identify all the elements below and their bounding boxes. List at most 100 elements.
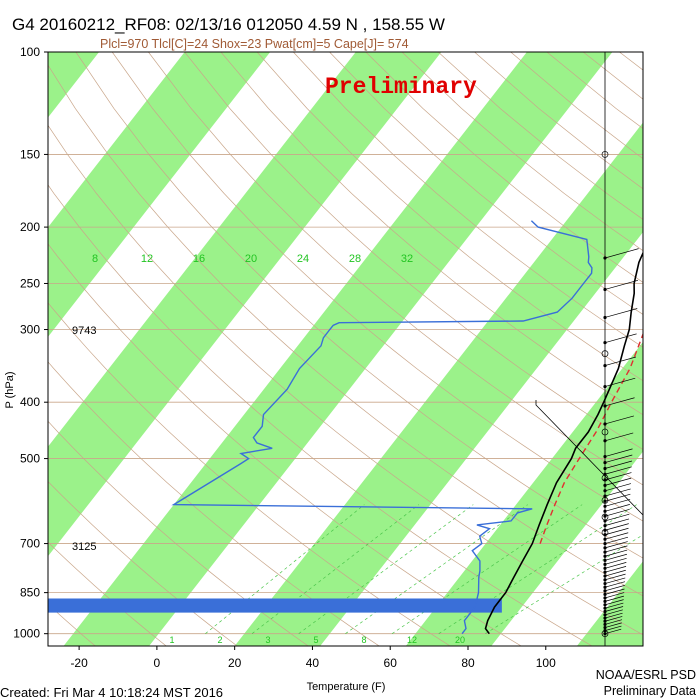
x-axis-label: Temperature (F) xyxy=(307,681,386,693)
wind-barb xyxy=(604,518,630,526)
x-tick-label: 40 xyxy=(306,656,320,670)
height-label: 3125 xyxy=(72,541,96,553)
wind-barb xyxy=(604,532,629,540)
wind-barb xyxy=(604,577,626,584)
wind-barb xyxy=(604,619,623,625)
wind-barb xyxy=(604,488,631,497)
wind-barb xyxy=(604,454,633,463)
mixing-ratio-label-bottom: 8 xyxy=(361,635,366,645)
wind-barb xyxy=(604,508,630,517)
chart-subtitle: Plcl=970 Tlcl[C]=24 Shox=23 Pwat[cm]=5 C… xyxy=(100,37,409,51)
wind-dot xyxy=(603,616,607,620)
dry-adiabat xyxy=(692,52,700,646)
wind-barb xyxy=(604,553,627,561)
wind-barb xyxy=(604,602,624,609)
wind-dot xyxy=(603,541,607,546)
wind-barb xyxy=(604,333,637,343)
mixing-ratio-line xyxy=(205,504,365,634)
dry-adiabat xyxy=(256,52,643,382)
wind-dot xyxy=(603,524,607,528)
wind-barb xyxy=(604,566,627,573)
dry-adiabat xyxy=(184,52,643,450)
y-axis-label: P (hPa) xyxy=(4,371,16,408)
temperature-band xyxy=(48,52,100,118)
wind-dot xyxy=(603,546,607,550)
wind-barb xyxy=(604,513,630,522)
wind-dot xyxy=(603,499,607,503)
credit-line-1: NOAA/ESRL PSD xyxy=(596,668,696,682)
plot-area xyxy=(48,52,700,646)
wind-dot xyxy=(603,384,607,389)
mixing-ratio-label-bottom: 5 xyxy=(313,635,318,645)
isobar-lines xyxy=(48,52,643,635)
wind-dot xyxy=(603,533,607,537)
dry-adiabat xyxy=(48,184,593,646)
wind-barb xyxy=(604,504,630,512)
wind-barb xyxy=(604,460,633,469)
created-timestamp: Created: Fri Mar 4 10:18:24 MST 2016 xyxy=(0,685,223,700)
mixing-ratio-label-bottom: 12 xyxy=(407,635,417,645)
credit-line-2: Preliminary Data xyxy=(604,684,696,698)
wind-dot xyxy=(603,528,607,532)
dry-adiabat xyxy=(148,52,643,486)
wind-dot xyxy=(603,454,607,459)
dry-adiabat xyxy=(48,64,643,597)
wind-barb xyxy=(604,545,628,553)
wind-barb xyxy=(604,432,634,442)
wind-barb xyxy=(604,466,632,475)
surface-noise-band xyxy=(48,598,502,613)
wind-barb xyxy=(604,581,626,588)
wind-barb xyxy=(604,536,629,544)
wind-barb xyxy=(604,527,629,536)
wind-dot xyxy=(603,489,607,493)
temperature-band xyxy=(48,52,442,557)
wind-dot xyxy=(603,603,607,607)
preliminary-watermark: Preliminary xyxy=(325,74,477,100)
wind-dot xyxy=(603,509,607,513)
calm-circle xyxy=(601,151,609,158)
wind-dot xyxy=(603,256,607,260)
calm-circle xyxy=(601,529,609,536)
noise-band xyxy=(48,598,502,613)
wind-barb xyxy=(604,477,632,486)
wind-dot xyxy=(603,570,607,574)
y-tick-label: 150 xyxy=(20,147,40,161)
wind-dot xyxy=(603,439,607,443)
wind-dot xyxy=(603,494,607,498)
y-tick-label: 300 xyxy=(20,323,40,337)
mixing-ratio-label: 32 xyxy=(401,253,413,265)
wind-barb xyxy=(604,609,623,616)
x-tick-label: 80 xyxy=(461,656,475,670)
mixing-ratio-line xyxy=(251,504,420,634)
wind-barb xyxy=(604,541,628,549)
chart-title: G4 20160212_RF08: 02/13/16 012050 4.59 N… xyxy=(12,15,445,34)
wind-dot xyxy=(603,483,607,487)
dry-adiabat xyxy=(329,52,643,315)
wind-barb xyxy=(604,415,634,425)
wind-dot xyxy=(603,613,607,617)
temperature-band xyxy=(63,52,613,646)
dry-adiabat xyxy=(220,52,643,416)
mixing-ratio-label: 16 xyxy=(193,253,205,265)
wind-dot xyxy=(603,514,607,518)
dry-adiabat xyxy=(48,124,643,636)
y-tick-label: 250 xyxy=(20,276,40,290)
mixing-ratio-label: 8 xyxy=(92,253,98,265)
wind-barb-panel xyxy=(535,52,644,646)
wind-dot xyxy=(603,363,607,368)
calm-circle xyxy=(601,630,609,638)
mixing-ratio-label: 20 xyxy=(245,253,257,265)
wind-barb xyxy=(604,592,625,599)
wind-barb xyxy=(604,558,627,565)
wind-barb xyxy=(604,483,632,492)
wind-barb xyxy=(604,616,623,622)
wind-barb xyxy=(604,498,631,507)
wind-dot xyxy=(603,596,607,600)
wind-barb xyxy=(604,588,625,595)
x-axis: -20 0 20 40 60 80 100 xyxy=(70,646,556,670)
wind-dot xyxy=(603,566,607,570)
wind-barb xyxy=(604,569,626,577)
temperature-band xyxy=(48,52,271,337)
x-tick-label: 60 xyxy=(384,656,398,670)
